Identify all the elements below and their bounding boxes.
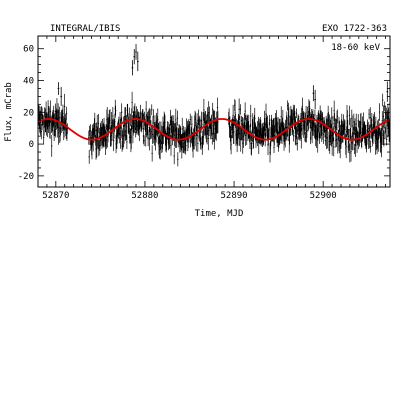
x-tick-label: 52880: [131, 191, 158, 201]
y-tick-label: -20: [18, 172, 34, 182]
y-tick-label: 60: [23, 45, 34, 55]
source-name-label: EXO 1722-363: [322, 24, 387, 34]
instrument-label: INTEGRAL/IBIS: [50, 24, 120, 34]
x-tick-label: 52890: [221, 191, 248, 201]
energy-band-label: 18-60 keV: [331, 43, 380, 53]
x-tick-label: 52900: [310, 191, 337, 201]
plot-layer: [38, 44, 390, 167]
y-tick-label: 0: [29, 140, 34, 150]
tick-layer: 52870 52880 52890 52900 -20 0 20 40 60: [18, 36, 390, 201]
y-axis-title: Flux, mCrab: [4, 82, 14, 142]
y-tick-label: 20: [23, 108, 34, 118]
y-tick-label: 40: [23, 77, 34, 87]
model-curve: [38, 118, 390, 141]
plot-frame: [37, 35, 391, 188]
x-tick-label: 52870: [42, 191, 69, 201]
data-group: [38, 44, 390, 167]
x-axis-title: Time, MJD: [195, 209, 244, 219]
